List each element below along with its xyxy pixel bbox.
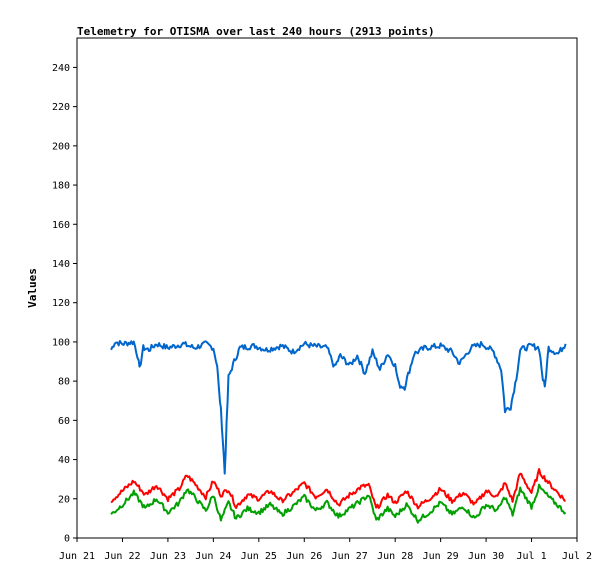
x-tick-label: Jun 24 — [195, 551, 231, 562]
y-tick-label: 20 — [58, 494, 70, 505]
series-layer — [110, 340, 567, 524]
y-tick-label: 180 — [52, 181, 70, 192]
y-axis-label: Values — [26, 268, 39, 308]
x-tick-label: Jun 23 — [150, 551, 186, 562]
y-tick-label: 200 — [52, 141, 70, 152]
y-tick-label: 60 — [58, 416, 70, 427]
series-line-2 — [110, 468, 566, 510]
y-tick-label: 100 — [52, 337, 70, 348]
x-tick-label: Jun 26 — [286, 551, 322, 562]
series-line-3 — [110, 483, 567, 524]
y-tick-label: 40 — [58, 455, 70, 466]
x-axis: Jun 21 Jun 22 Jun 23 Jun 24 Jun 25 Jun 26 Jun … — [59, 538, 592, 562]
y-tick-label: 0 — [64, 534, 70, 545]
y-tick-label: 80 — [58, 377, 70, 388]
y-axis: 0 20 40 60 80 100 120 140 160 180 200 220 240 — [52, 63, 77, 545]
series-line-1 — [110, 340, 567, 475]
x-tick-label: Jul 2 — [562, 551, 592, 562]
y-tick-label: 160 — [52, 220, 70, 231]
x-tick-label: Jun 27 — [332, 551, 368, 562]
chart-title: Telemetry for OTISMA over last 240 hours… — [77, 25, 435, 38]
y-tick-label: 220 — [52, 102, 70, 113]
x-tick-label: Jun 30 — [468, 551, 504, 562]
x-tick-label: Jun 29 — [423, 551, 459, 562]
x-tick-label: Jun 22 — [104, 551, 140, 562]
x-tick-label: Jul 1 — [516, 551, 546, 562]
x-tick-label: Jun 25 — [241, 551, 277, 562]
plot-frame — [76, 37, 578, 539]
y-tick-label: 240 — [52, 63, 70, 74]
x-tick-label: Jun 21 — [59, 551, 95, 562]
y-tick-label: 140 — [52, 259, 70, 270]
y-tick-label: 120 — [52, 298, 70, 309]
x-tick-label: Jun 28 — [377, 551, 413, 562]
